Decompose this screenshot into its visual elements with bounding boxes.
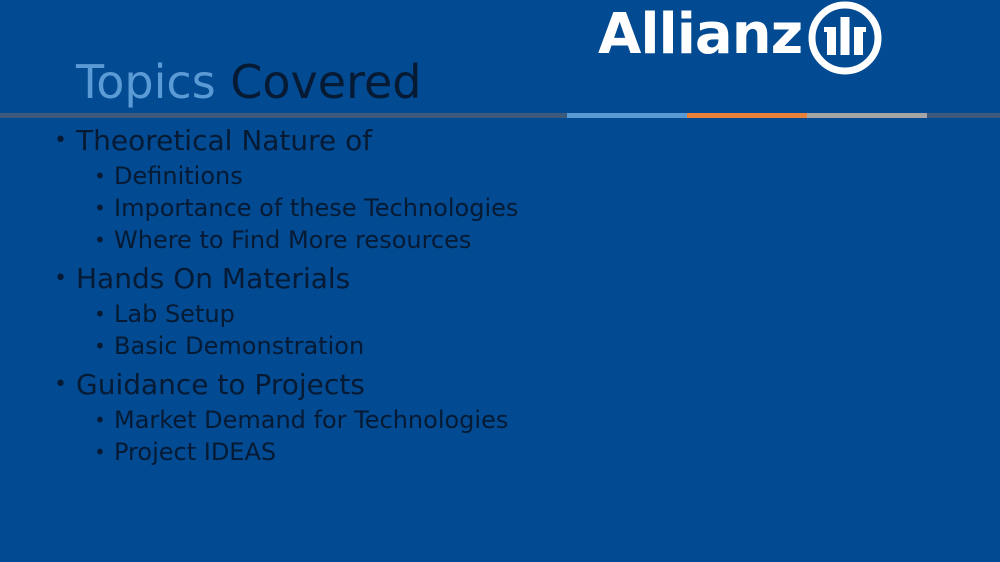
sub-list: Market Demand for Technologies Project I… — [54, 404, 518, 468]
title-part-covered: Covered — [230, 55, 422, 109]
list-item: Guidance to Projects — [54, 366, 518, 404]
divider-segment-orange — [687, 113, 807, 118]
title-part-topics: Topics — [76, 55, 231, 109]
slide-title: Topics Covered — [76, 56, 421, 108]
sub-list: Lab Setup Basic Demonstration — [54, 298, 518, 362]
list-item: Project IDEAS — [54, 436, 518, 468]
list-item: Definitions — [54, 160, 518, 192]
list-item: Where to Find More resources — [54, 224, 518, 256]
divider-segment-blue — [567, 113, 687, 118]
topics-list: Theoretical Nature of Definitions Import… — [54, 122, 518, 472]
list-item: Lab Setup — [54, 298, 518, 330]
allianz-eagle-bars-icon — [808, 1, 882, 75]
title-divider — [0, 113, 1000, 118]
sub-list: Definitions Importance of these Technolo… — [54, 160, 518, 256]
logo-wordmark: Allianz — [598, 2, 803, 67]
list-item: Hands On Materials — [54, 260, 518, 298]
list-item: Market Demand for Technologies — [54, 404, 518, 436]
list-item: Importance of these Technologies — [54, 192, 518, 224]
divider-segment-gray — [807, 113, 927, 118]
list-item: Theoretical Nature of — [54, 122, 518, 160]
allianz-logo: Allianz — [598, 0, 888, 76]
list-item: Basic Demonstration — [54, 330, 518, 362]
